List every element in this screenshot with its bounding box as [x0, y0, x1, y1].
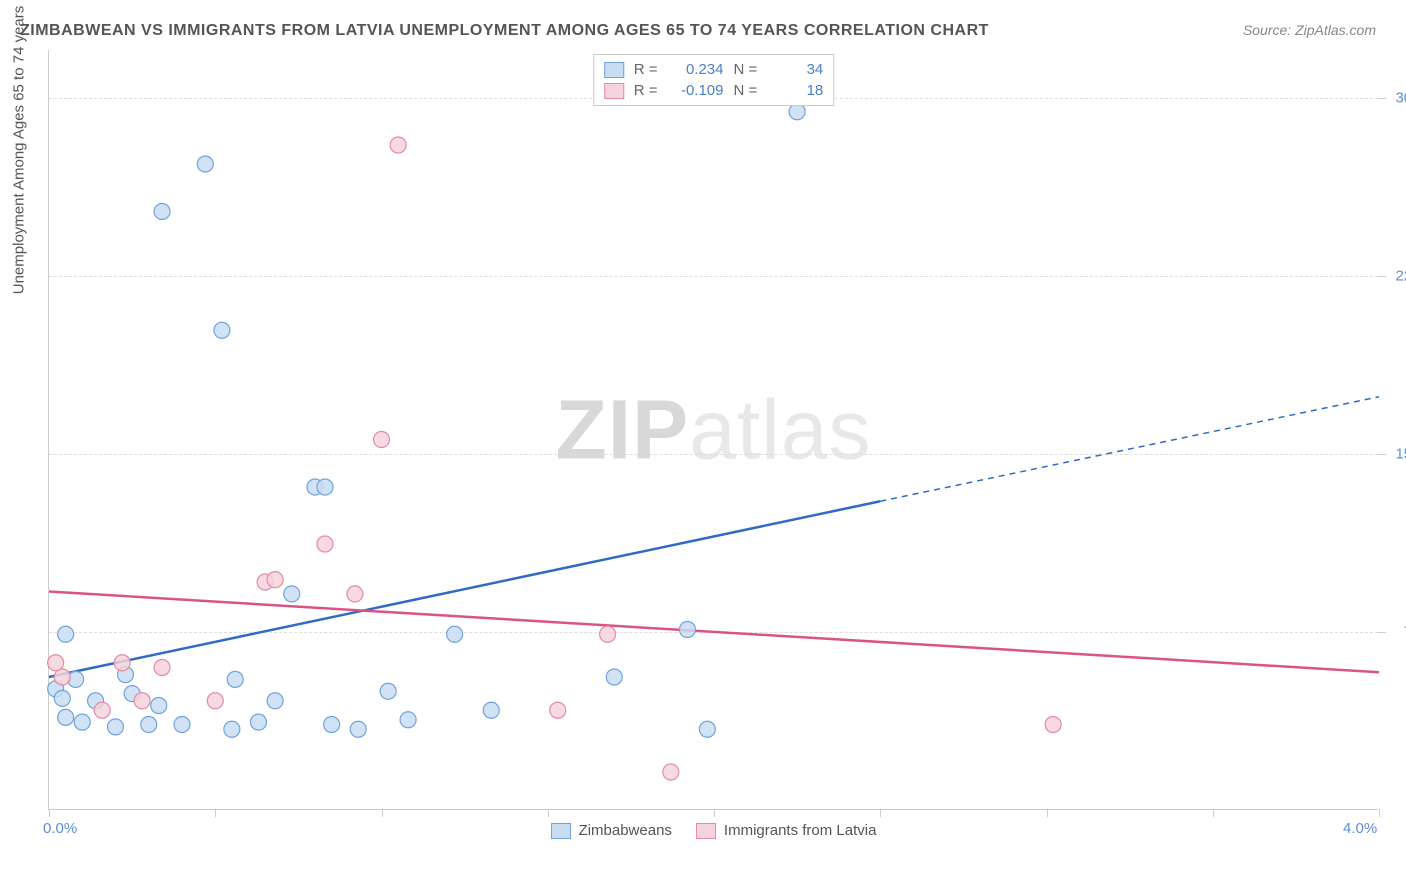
- legend-item: Immigrants from Latvia: [696, 822, 877, 839]
- data-point: [447, 626, 463, 642]
- data-point: [108, 719, 124, 735]
- data-point: [227, 671, 243, 687]
- y-tick: [1378, 276, 1386, 277]
- data-point: [214, 322, 230, 338]
- legend-label: Zimbabweans: [579, 822, 672, 839]
- r-label: R =: [634, 82, 658, 99]
- trend-line-solid: [49, 501, 880, 677]
- r-value: -0.109: [668, 82, 724, 99]
- data-point: [114, 655, 130, 671]
- data-point: [58, 626, 74, 642]
- data-point: [58, 709, 74, 725]
- data-point: [284, 586, 300, 602]
- stats-row: R = -0.109 N = 18: [604, 80, 824, 101]
- data-point: [606, 669, 622, 685]
- chart-container: ZIPatlas 7.5%15.0%22.5%30.0%0.0%4.0% Une…: [48, 50, 1378, 810]
- x-tick: [880, 809, 881, 817]
- data-point: [350, 721, 366, 737]
- series-swatch: [604, 62, 624, 78]
- data-point: [390, 137, 406, 153]
- data-point: [550, 702, 566, 718]
- data-point: [174, 717, 190, 733]
- trend-line-solid: [49, 592, 1379, 673]
- scatter-svg: [49, 50, 1379, 810]
- correlation-stats-box: R = 0.234 N = 34 R = -0.109 N = 18: [593, 54, 835, 106]
- y-tick: [1378, 632, 1386, 633]
- x-tick: [548, 809, 549, 817]
- data-point: [1045, 717, 1061, 733]
- data-point: [141, 717, 157, 733]
- y-tick-label: 22.5%: [1395, 267, 1406, 284]
- data-point: [250, 714, 266, 730]
- data-point: [154, 660, 170, 676]
- data-point: [347, 586, 363, 602]
- data-point: [197, 156, 213, 172]
- data-point: [207, 693, 223, 709]
- n-value: 18: [767, 82, 823, 99]
- data-point: [380, 683, 396, 699]
- data-point: [151, 698, 167, 714]
- data-point: [94, 702, 110, 718]
- data-point: [317, 536, 333, 552]
- data-point: [54, 669, 70, 685]
- data-point: [600, 626, 616, 642]
- series-swatch: [604, 83, 624, 99]
- y-axis-label: Unemployment Among Ages 65 to 74 years: [11, 5, 28, 294]
- x-tick: [1213, 809, 1214, 817]
- y-tick: [1378, 454, 1386, 455]
- data-point: [679, 622, 695, 638]
- r-value: 0.234: [668, 61, 724, 78]
- x-tick: [1379, 809, 1380, 817]
- data-point: [267, 693, 283, 709]
- data-point: [48, 655, 64, 671]
- n-label: N =: [734, 82, 758, 99]
- legend-swatch: [696, 823, 716, 839]
- plot-area: ZIPatlas 7.5%15.0%22.5%30.0%0.0%4.0% Une…: [48, 50, 1378, 810]
- x-tick: [382, 809, 383, 817]
- data-point: [789, 104, 805, 120]
- data-point: [699, 721, 715, 737]
- x-tick-label: 4.0%: [1343, 820, 1377, 837]
- bottom-legend: Zimbabweans Immigrants from Latvia: [551, 822, 877, 839]
- trend-line-dashed: [880, 397, 1379, 502]
- x-tick-label: 0.0%: [43, 820, 77, 837]
- data-point: [483, 702, 499, 718]
- data-point: [154, 204, 170, 220]
- data-point: [317, 479, 333, 495]
- x-tick: [714, 809, 715, 817]
- data-point: [267, 572, 283, 588]
- data-point: [663, 764, 679, 780]
- data-point: [224, 721, 240, 737]
- data-point: [400, 712, 416, 728]
- source-attribution: Source: ZipAtlas.com: [1243, 22, 1376, 38]
- legend-swatch: [551, 823, 571, 839]
- data-point: [134, 693, 150, 709]
- r-label: R =: [634, 61, 658, 78]
- y-tick: [1378, 98, 1386, 99]
- data-point: [374, 432, 390, 448]
- legend-item: Zimbabweans: [551, 822, 672, 839]
- legend-label: Immigrants from Latvia: [724, 822, 877, 839]
- y-tick-label: 30.0%: [1395, 89, 1406, 106]
- x-tick: [215, 809, 216, 817]
- x-tick: [1047, 809, 1048, 817]
- data-point: [74, 714, 90, 730]
- x-tick: [49, 809, 50, 817]
- data-point: [54, 690, 70, 706]
- n-label: N =: [734, 61, 758, 78]
- stats-row: R = 0.234 N = 34: [604, 59, 824, 80]
- n-value: 34: [767, 61, 823, 78]
- chart-title: ZIMBABWEAN VS IMMIGRANTS FROM LATVIA UNE…: [20, 22, 989, 40]
- y-tick-label: 15.0%: [1395, 445, 1406, 462]
- data-point: [324, 717, 340, 733]
